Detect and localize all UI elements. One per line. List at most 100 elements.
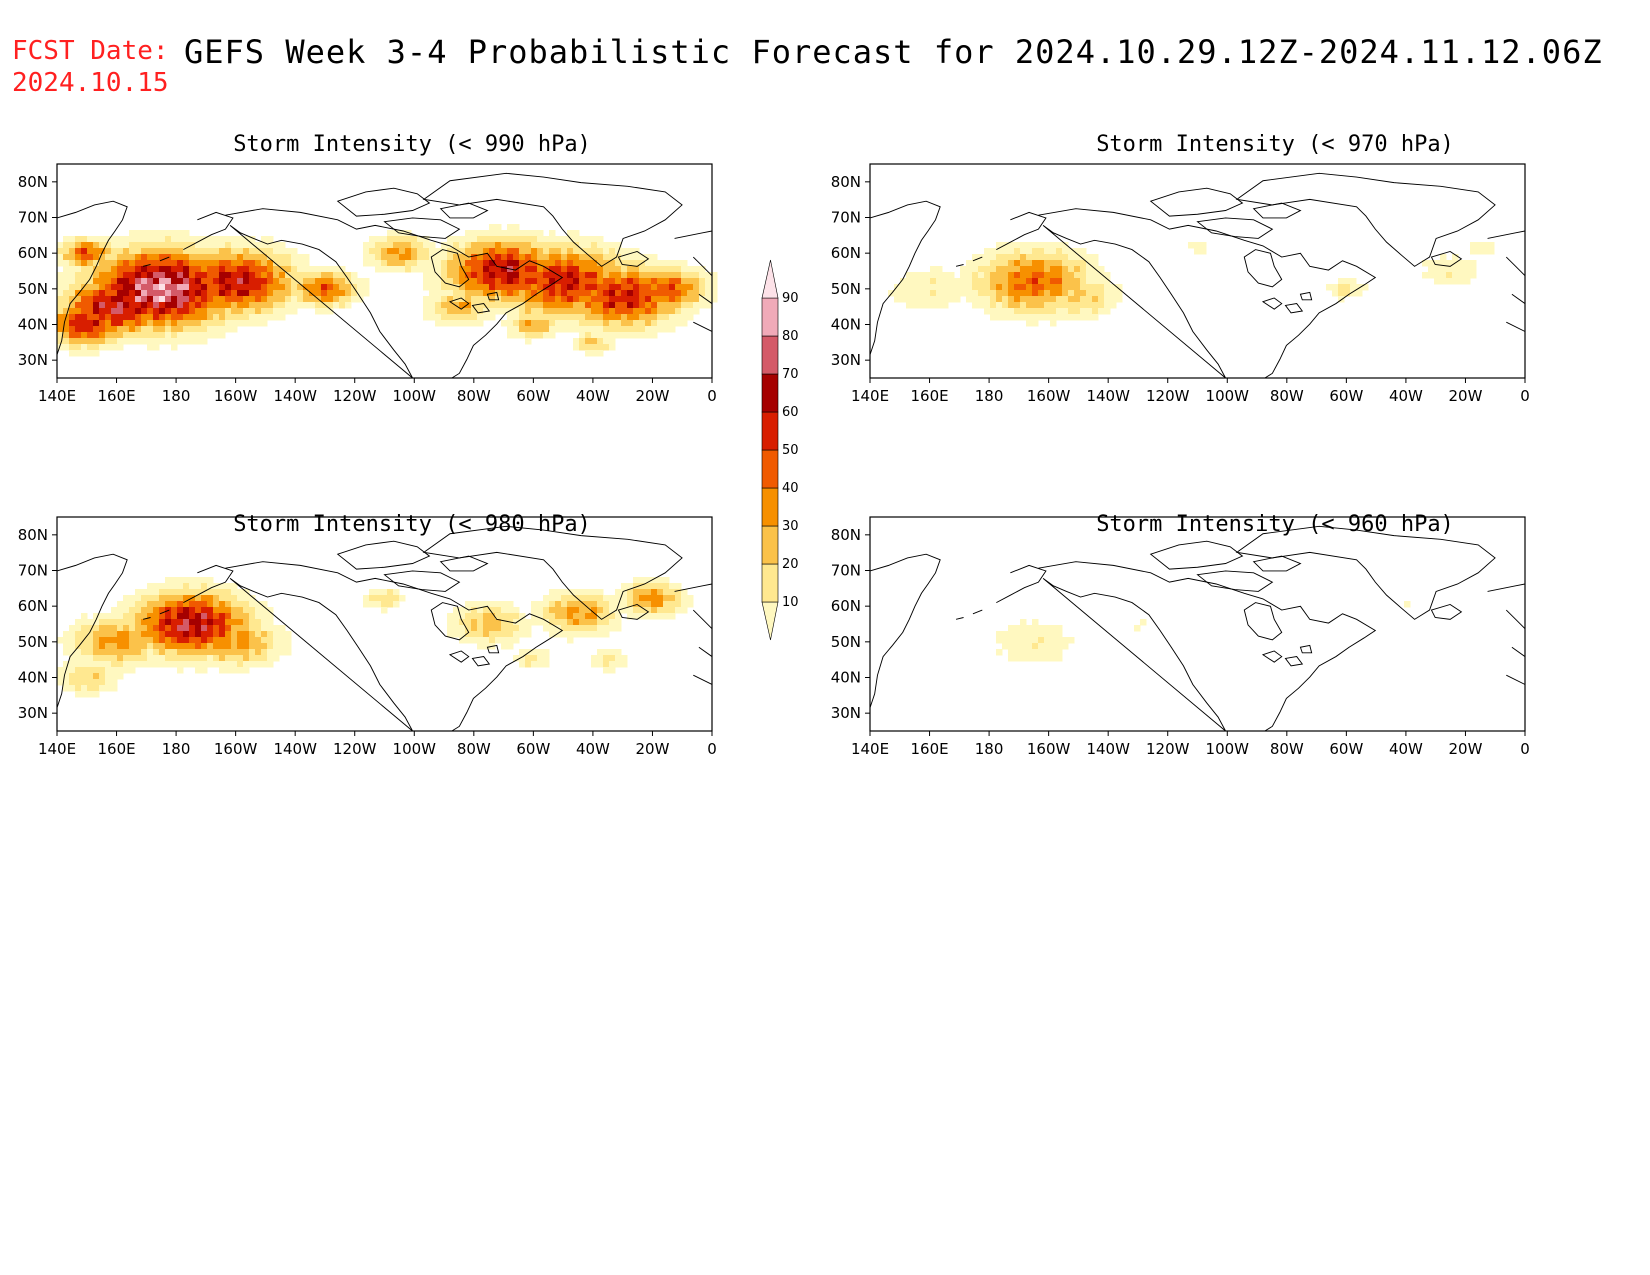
prob-cell — [69, 625, 76, 632]
prob-cell — [207, 643, 214, 650]
prob-cell — [171, 290, 178, 297]
prob-cell — [489, 278, 496, 285]
prob-cell — [99, 260, 106, 267]
prob-cell — [477, 625, 484, 632]
colorbar-label: 60 — [782, 405, 799, 420]
prob-cell — [81, 613, 88, 620]
prob-cell — [1026, 266, 1033, 273]
prob-cell — [69, 637, 76, 644]
prob-cell — [219, 272, 226, 279]
prob-cell — [1050, 631, 1057, 638]
prob-cell — [1050, 625, 1057, 632]
prob-cell — [69, 284, 76, 291]
prob-cell — [609, 278, 616, 285]
prob-cell — [489, 242, 496, 249]
prob-cell — [1038, 649, 1045, 656]
prob-cell — [687, 595, 694, 602]
prob-cell — [669, 601, 676, 608]
prob-cell — [213, 290, 220, 297]
prob-cell — [213, 266, 220, 273]
prob-cell — [183, 296, 190, 303]
prob-cell — [207, 320, 214, 327]
prob-cell — [171, 625, 178, 632]
prob-cell — [507, 308, 514, 315]
prob-cell — [936, 278, 943, 285]
prob-cell — [1056, 290, 1063, 297]
prob-cell — [117, 637, 124, 644]
prob-cell — [585, 613, 592, 620]
prob-cell — [159, 242, 166, 249]
prob-cell — [129, 254, 136, 261]
prob-cell — [141, 230, 148, 237]
prob-cell — [189, 631, 196, 638]
prob-cell — [123, 655, 130, 662]
map-panel-970: 140E 160E 180 160W 140W 120W 100W 80W 60W 40W 20W 0… — [831, 163, 1530, 405]
prob-cell — [369, 236, 376, 243]
prob-cell — [561, 613, 568, 620]
prob-cell — [591, 236, 598, 243]
prob-cell — [483, 290, 490, 297]
prob-cell — [213, 631, 220, 638]
prob-cell — [471, 236, 478, 243]
prob-cell — [1014, 314, 1021, 321]
prob-cell — [279, 314, 286, 321]
prob-cell — [699, 284, 706, 291]
prob-cell — [87, 332, 94, 339]
prob-cell — [105, 314, 112, 321]
prob-cell — [291, 302, 298, 309]
prob-cell — [213, 595, 220, 602]
prob-cell — [483, 242, 490, 249]
prob-cell — [213, 607, 220, 614]
prob-cell — [573, 266, 580, 273]
prob-cell — [63, 643, 70, 650]
prob-cell — [177, 625, 184, 632]
prob-cell — [207, 332, 214, 339]
prob-cell — [135, 290, 142, 297]
prob-cell — [651, 266, 658, 273]
prob-cell — [543, 601, 550, 608]
prob-cell — [657, 326, 664, 333]
prob-cell — [261, 266, 268, 273]
prob-cell — [117, 643, 124, 650]
prob-cell — [123, 332, 130, 339]
prob-cell — [621, 607, 628, 614]
prob-cell — [1032, 625, 1039, 632]
prob-cell — [645, 296, 652, 303]
prob-cell — [1098, 266, 1105, 273]
prob-cell — [315, 290, 322, 297]
prob-cell — [153, 589, 160, 596]
prob-cell — [591, 631, 598, 638]
prob-cell — [105, 619, 112, 626]
prob-cell — [960, 266, 967, 273]
prob-cell — [273, 637, 280, 644]
prob-cell — [213, 326, 220, 333]
prob-cell — [519, 625, 526, 632]
prob-cell — [1134, 625, 1141, 632]
prob-cell — [1020, 296, 1027, 303]
prob-cell — [513, 260, 520, 267]
prob-cell — [663, 308, 670, 315]
prob-cell — [249, 655, 256, 662]
prob-cell — [615, 260, 622, 267]
prob-cell — [447, 625, 454, 632]
prob-cell — [1350, 278, 1357, 285]
prob-cell — [63, 242, 70, 249]
prob-cell — [675, 320, 682, 327]
prob-cell — [237, 595, 244, 602]
prob-cell — [267, 649, 274, 656]
prob-cell — [621, 595, 628, 602]
prob-cell — [501, 242, 508, 249]
prob-cell — [87, 655, 94, 662]
prob-cell — [471, 607, 478, 614]
prob-cell — [201, 607, 208, 614]
prob-cell — [195, 308, 202, 315]
prob-cell — [687, 278, 694, 285]
prob-cell — [225, 290, 232, 297]
prob-cell — [405, 230, 412, 237]
prob-cell — [1188, 242, 1195, 249]
prob-cell — [507, 314, 514, 321]
prob-cell — [129, 667, 136, 674]
prob-cell — [141, 595, 148, 602]
prob-cell — [249, 260, 256, 267]
prob-cell — [621, 302, 628, 309]
